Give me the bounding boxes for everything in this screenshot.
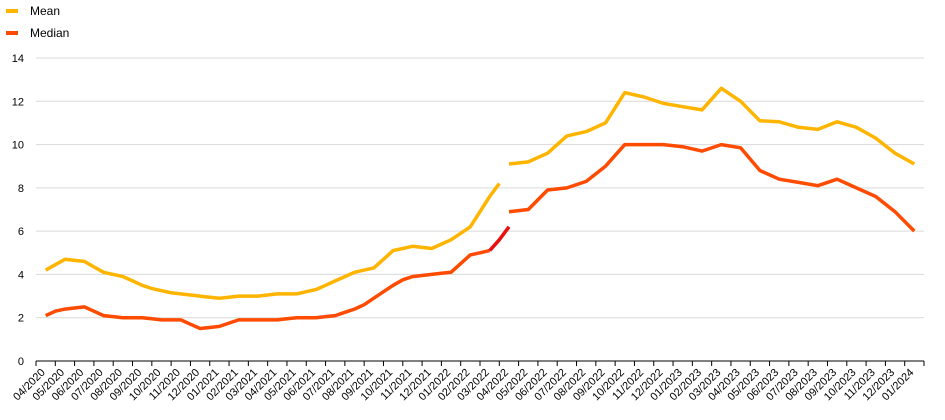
legend: Mean Median [6, 0, 69, 44]
series-line-median-segment-1 [488, 225, 511, 252]
legend-item-mean: Mean [6, 0, 69, 22]
y-tick-label: 4 [18, 269, 24, 281]
y-tick-label: 2 [18, 313, 24, 325]
series-line-mean-segment-1 [488, 182, 501, 198]
y-tick-label: 8 [18, 183, 24, 195]
series-line-mean-segment-2 [508, 86, 916, 166]
series-line-median-segment-0 [44, 248, 491, 331]
legend-item-median: Median [6, 22, 69, 44]
series-line-mean-segment-0 [44, 195, 492, 300]
legend-swatch-median [6, 31, 18, 35]
y-tick-label: 14 [12, 53, 24, 65]
legend-label-median: Median [30, 26, 70, 40]
y-tick-label: 6 [18, 226, 24, 238]
y-tick-label: 0 [18, 356, 24, 368]
legend-swatch-mean [6, 9, 18, 13]
series-line-median-segment-2 [508, 142, 916, 233]
legend-label-mean: Mean [30, 4, 61, 18]
y-tick-label: 10 [12, 140, 24, 152]
y-tick-label: 12 [12, 96, 24, 108]
